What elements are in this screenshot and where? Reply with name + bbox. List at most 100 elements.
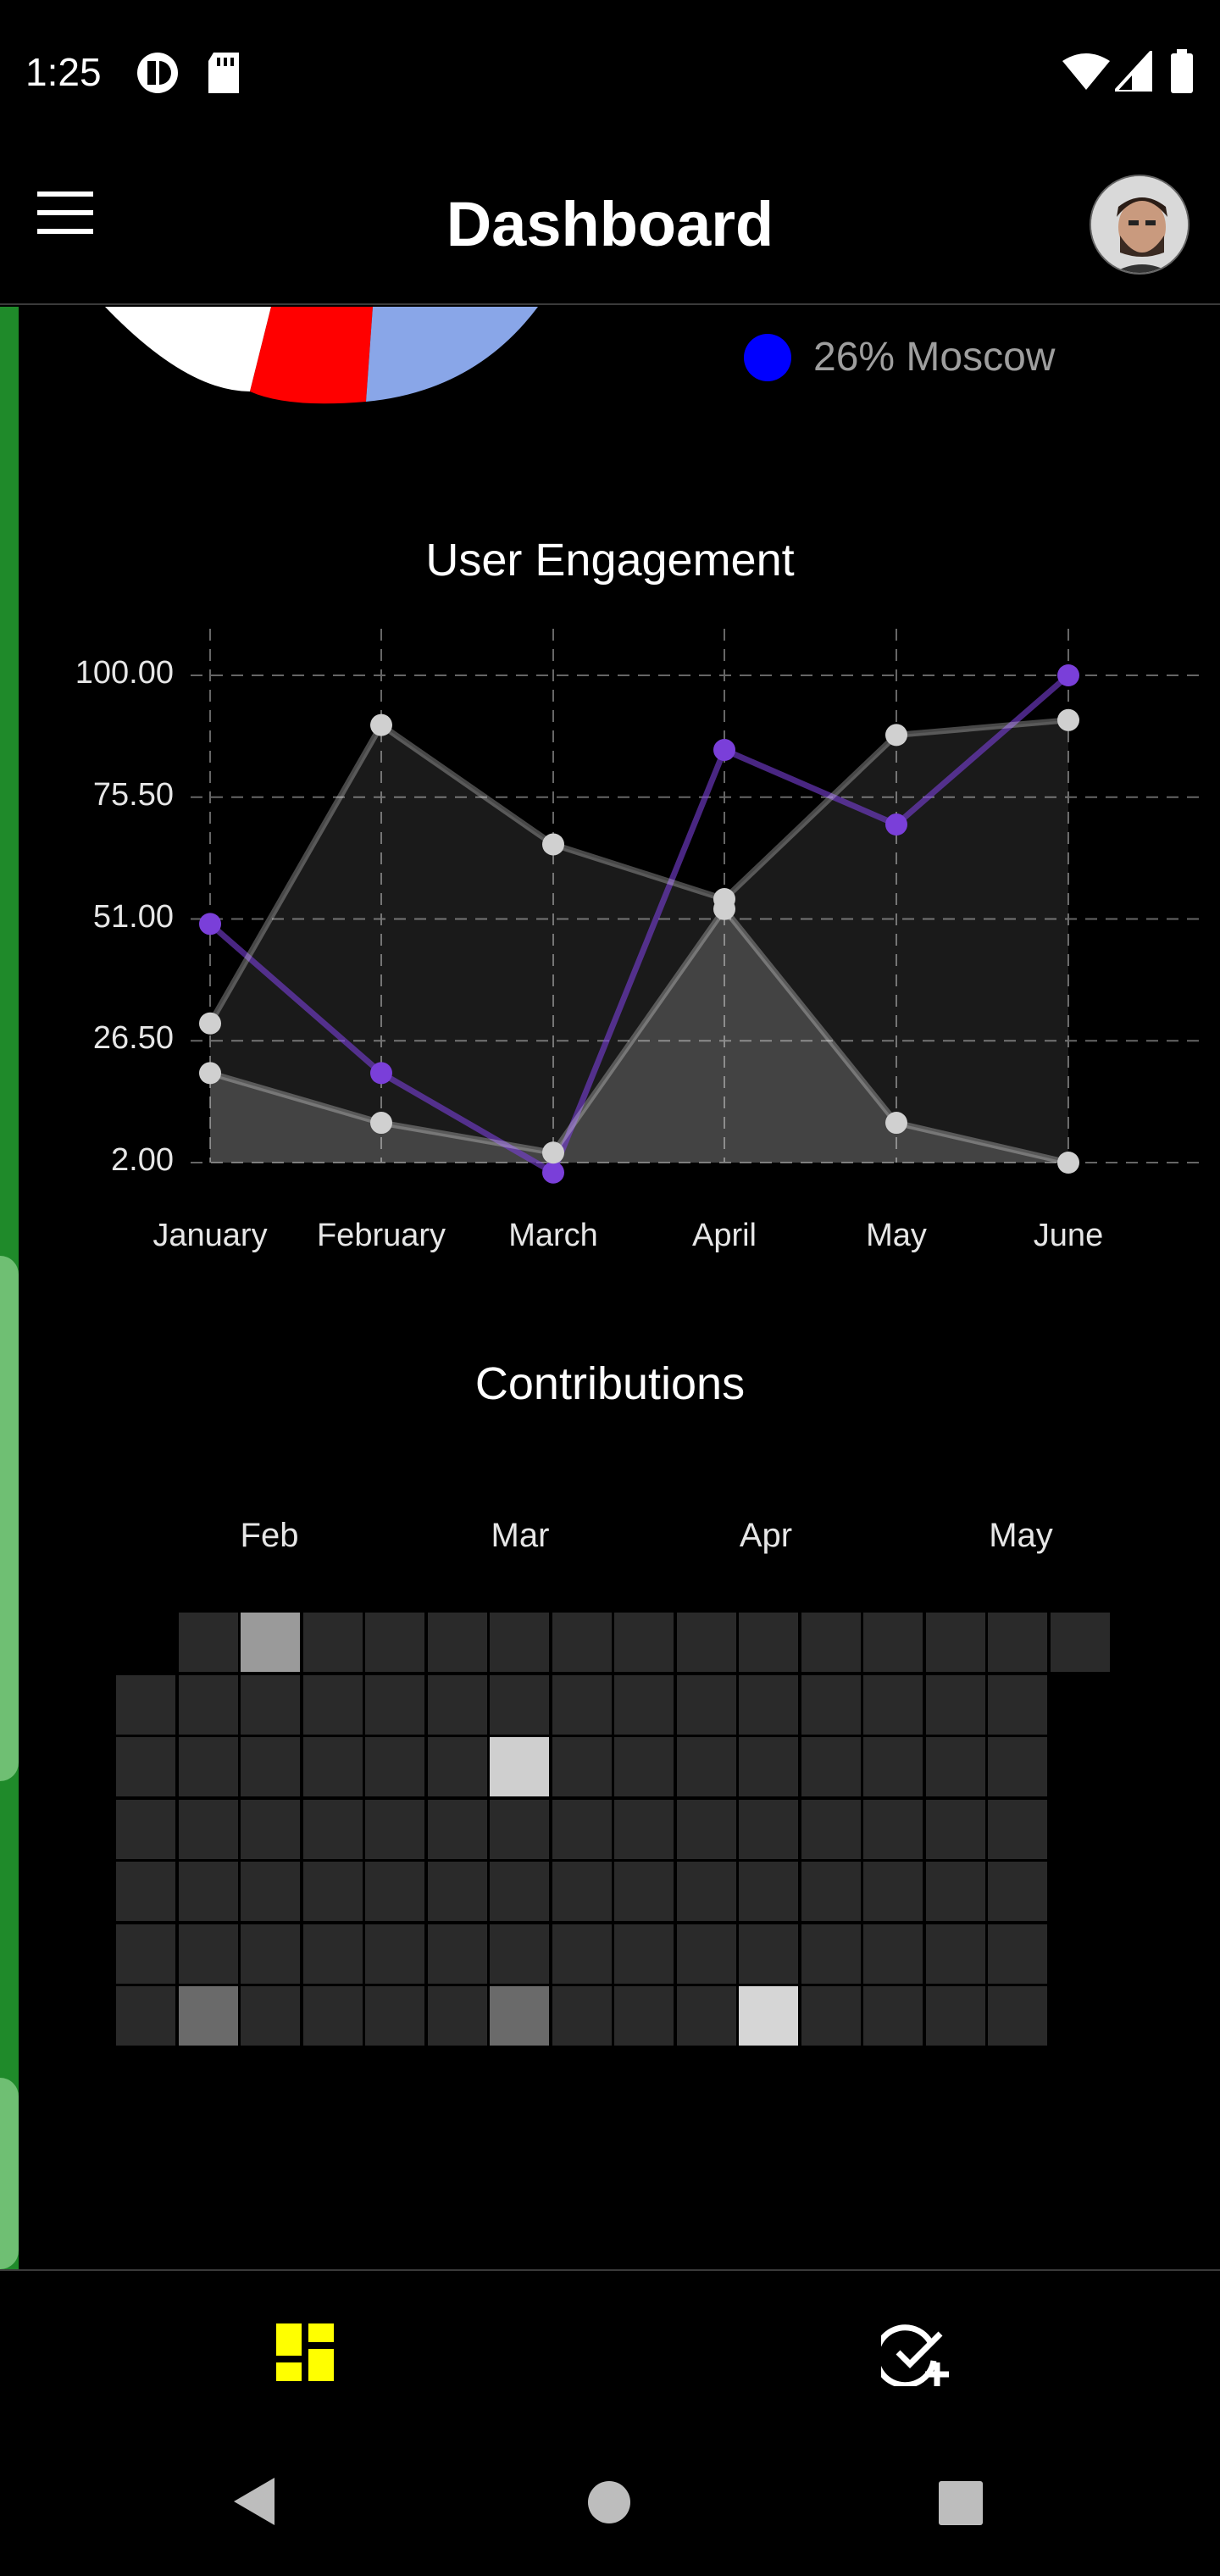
contribution-cell[interactable] [116,1862,175,1921]
contribution-cell[interactable] [241,1924,300,1984]
contribution-cell[interactable] [178,1737,238,1796]
contribution-cell[interactable] [739,1799,798,1859]
contribution-cell[interactable] [988,1737,1047,1796]
contribution-cell[interactable] [988,1986,1047,2046]
contribution-cell[interactable] [676,1862,736,1921]
data-point[interactable] [542,1161,564,1184]
contribution-cell[interactable] [925,1737,985,1796]
contribution-cell[interactable] [241,1737,300,1796]
contribution-cell[interactable] [490,1799,549,1859]
contribution-cell[interactable] [178,1862,238,1921]
contribution-cell[interactable] [490,1613,549,1672]
data-point[interactable] [370,1112,392,1135]
contribution-cell[interactable] [302,1862,363,1921]
contribution-cell[interactable] [801,1986,861,2046]
data-point[interactable] [1057,1152,1079,1174]
contribution-cell[interactable] [302,1613,363,1672]
contribution-cell[interactable] [552,1613,612,1672]
contribution-cell[interactable] [178,1674,238,1735]
contribution-cell[interactable] [988,1613,1047,1672]
contribution-cell[interactable] [925,1986,985,2046]
contribution-cell[interactable] [801,1613,861,1672]
contribution-cell[interactable] [302,1674,363,1735]
contribution-cell[interactable] [988,1924,1047,1984]
contribution-cell[interactable] [739,1862,798,1921]
contribution-cell[interactable] [365,1799,424,1859]
home-icon[interactable] [588,2481,630,2523]
contribution-cell[interactable] [925,1924,985,1984]
contribution-cell[interactable] [739,1674,798,1735]
contribution-cell[interactable] [614,1613,674,1672]
avatar[interactable] [1090,175,1190,275]
contribution-cell[interactable] [676,1737,736,1796]
contribution-cell[interactable] [490,1862,549,1921]
contribution-cell[interactable] [365,1674,424,1735]
contribution-cell[interactable] [863,1674,923,1735]
menu-icon[interactable] [37,192,93,236]
contribution-cell[interactable] [988,1799,1047,1859]
contribution-cell[interactable] [365,1924,424,1984]
contribution-cell[interactable] [863,1924,923,1984]
contribution-cell[interactable] [739,1737,798,1796]
data-point[interactable] [199,1062,221,1085]
contribution-cell[interactable] [552,1799,612,1859]
contribution-cell[interactable] [614,1737,674,1796]
contribution-cell[interactable] [988,1674,1047,1735]
contribution-cell[interactable] [676,1613,736,1672]
contribution-cell[interactable] [116,1799,175,1859]
data-point[interactable] [542,1141,564,1164]
contribution-cell[interactable] [302,1986,363,2046]
contribution-cell[interactable] [925,1613,985,1672]
data-point[interactable] [1057,664,1079,686]
data-point[interactable] [1057,708,1079,731]
data-point[interactable] [885,724,907,747]
contribution-cell[interactable] [178,1986,238,2046]
contribution-cell[interactable] [552,1862,612,1921]
contribution-cell[interactable] [552,1737,612,1796]
contribution-cell[interactable] [552,1986,612,2046]
back-icon[interactable] [234,2478,276,2525]
contribution-cell[interactable] [427,1737,487,1796]
data-point[interactable] [542,833,564,856]
contribution-cell[interactable] [552,1674,612,1735]
contribution-cell[interactable] [925,1862,985,1921]
contribution-cell[interactable] [302,1737,363,1796]
contribution-cell[interactable] [116,1986,175,2046]
contribution-cell[interactable] [739,1924,798,1984]
data-point[interactable] [199,1012,221,1035]
contribution-cell[interactable] [614,1924,674,1984]
contribution-cell[interactable] [427,1986,487,2046]
contribution-cell[interactable] [490,1986,549,2046]
contribution-cell[interactable] [801,1862,861,1921]
contribution-cell[interactable] [552,1924,612,1984]
contribution-cell[interactable] [988,1862,1047,1921]
dashboard-icon[interactable] [276,2323,334,2381]
contribution-cell[interactable] [925,1799,985,1859]
contribution-cell[interactable] [427,1674,487,1735]
contribution-cell[interactable] [365,1862,424,1921]
contribution-cell[interactable] [241,1986,300,2046]
contribution-cell[interactable] [801,1924,861,1984]
contribution-cell[interactable] [427,1799,487,1859]
contribution-cell[interactable] [178,1924,238,1984]
data-point[interactable] [885,813,907,836]
data-point[interactable] [713,897,735,920]
data-point[interactable] [370,1062,392,1085]
data-point[interactable] [713,739,735,762]
contribution-cell[interactable] [241,1862,300,1921]
data-point[interactable] [885,1112,907,1135]
contribution-cell[interactable] [427,1613,487,1672]
contribution-cell[interactable] [863,1862,923,1921]
contribution-cell[interactable] [801,1674,861,1735]
contribution-cell[interactable] [863,1737,923,1796]
recents-icon[interactable] [939,2481,983,2525]
contribution-cell[interactable] [614,1674,674,1735]
contribution-cell[interactable] [925,1674,985,1735]
contribution-cell[interactable] [614,1799,674,1859]
contribution-cell[interactable] [490,1737,549,1796]
data-point[interactable] [370,713,392,736]
add-task-icon[interactable] [881,2322,952,2386]
contribution-cell[interactable] [739,1613,798,1672]
contribution-cell[interactable] [801,1799,861,1859]
contribution-cell[interactable] [676,1924,736,1984]
